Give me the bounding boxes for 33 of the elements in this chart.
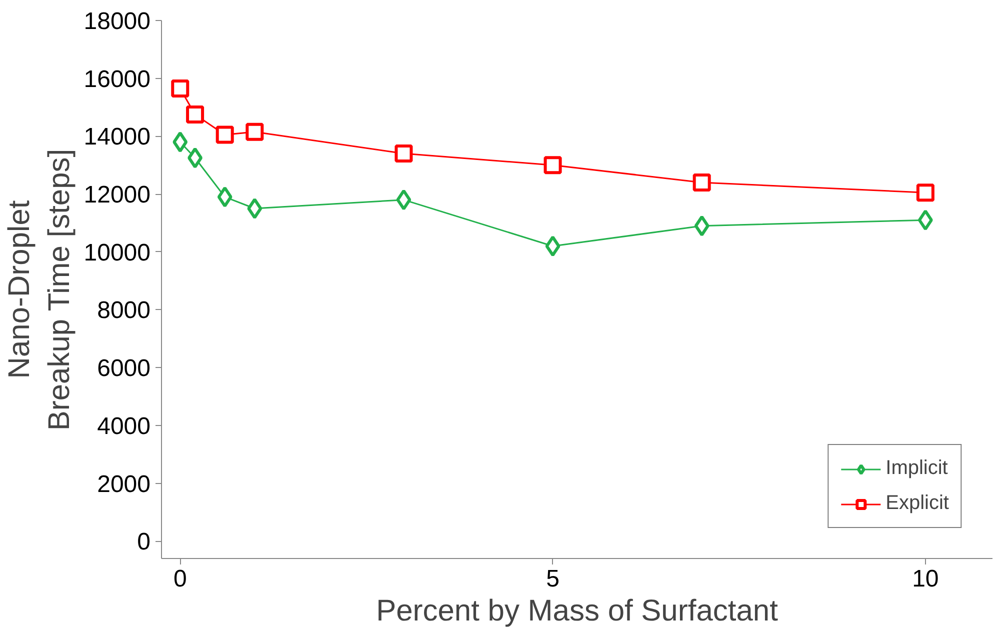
point: [918, 210, 933, 231]
x-tick-label: 5: [546, 566, 560, 592]
y-tick-label: 12000: [84, 182, 151, 209]
y-tick-label: 2000: [97, 470, 150, 498]
point: [186, 106, 204, 124]
y-tick-label: 18000: [84, 8, 151, 35]
legend-label: Implicit: [886, 457, 948, 480]
point: [216, 126, 234, 144]
point: [916, 184, 934, 202]
x-tick-label: 10: [912, 566, 939, 592]
y-axis-title: Nano-Droplet Breakup Time [steps]: [3, 148, 76, 431]
point: [396, 189, 412, 210]
point: [171, 79, 190, 98]
y-tick-label: 16000: [84, 66, 151, 93]
y-tick-label: 8000: [97, 297, 150, 324]
point: [545, 236, 560, 257]
y-tick-label: 10000: [84, 239, 151, 266]
point: [217, 186, 232, 208]
point: [694, 215, 710, 236]
point: [394, 144, 413, 163]
point: [247, 198, 262, 220]
y-tick-label: 14000: [84, 124, 151, 151]
y-tick-label: 4000: [97, 412, 150, 440]
legend-label: Explicit: [886, 492, 949, 515]
y-tick-label: 6000: [97, 355, 150, 382]
point: [692, 173, 711, 192]
point: [188, 147, 203, 168]
point: [544, 156, 562, 174]
point: [246, 122, 264, 141]
point: [172, 131, 188, 152]
x-tick-label: 0: [173, 566, 187, 592]
y-tick-label: 0: [137, 528, 151, 556]
x-axis-title: Percent by Mass of Surfactant: [376, 594, 779, 628]
